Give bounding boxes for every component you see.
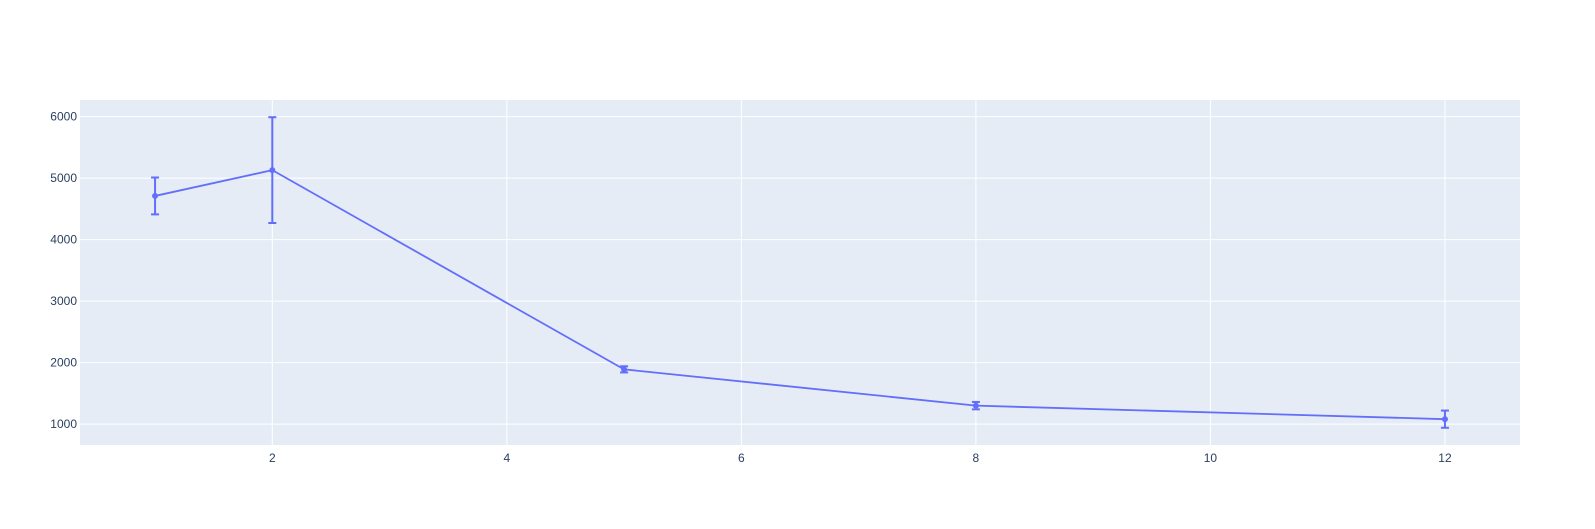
y-tick-label: 6000 — [50, 110, 77, 124]
data-point — [972, 402, 979, 409]
grid-lines — [80, 100, 1520, 445]
x-tick-label: 6 — [738, 451, 745, 465]
x-tick-label: 4 — [503, 451, 510, 465]
x-tick-label: 10 — [1204, 451, 1218, 465]
data-series — [151, 116, 1449, 429]
data-point — [269, 167, 276, 174]
x-tick-label: 8 — [973, 451, 980, 465]
axis-tick-labels: 2 4 6 8 10 12 1000 2000 3000 4000 5000 6000 — [50, 110, 1452, 465]
y-tick-label: 4000 — [50, 233, 77, 247]
y-tick-label: 1000 — [50, 417, 77, 431]
data-point — [152, 192, 159, 199]
data-point — [1441, 416, 1448, 423]
x-tick-label: 2 — [269, 451, 276, 465]
y-tick-label: 2000 — [50, 356, 77, 370]
x-tick-label: 12 — [1438, 451, 1452, 465]
y-tick-label: 5000 — [50, 171, 77, 185]
data-point — [621, 366, 628, 373]
y-tick-label: 3000 — [50, 294, 77, 308]
plot-area-background — [80, 100, 1520, 445]
